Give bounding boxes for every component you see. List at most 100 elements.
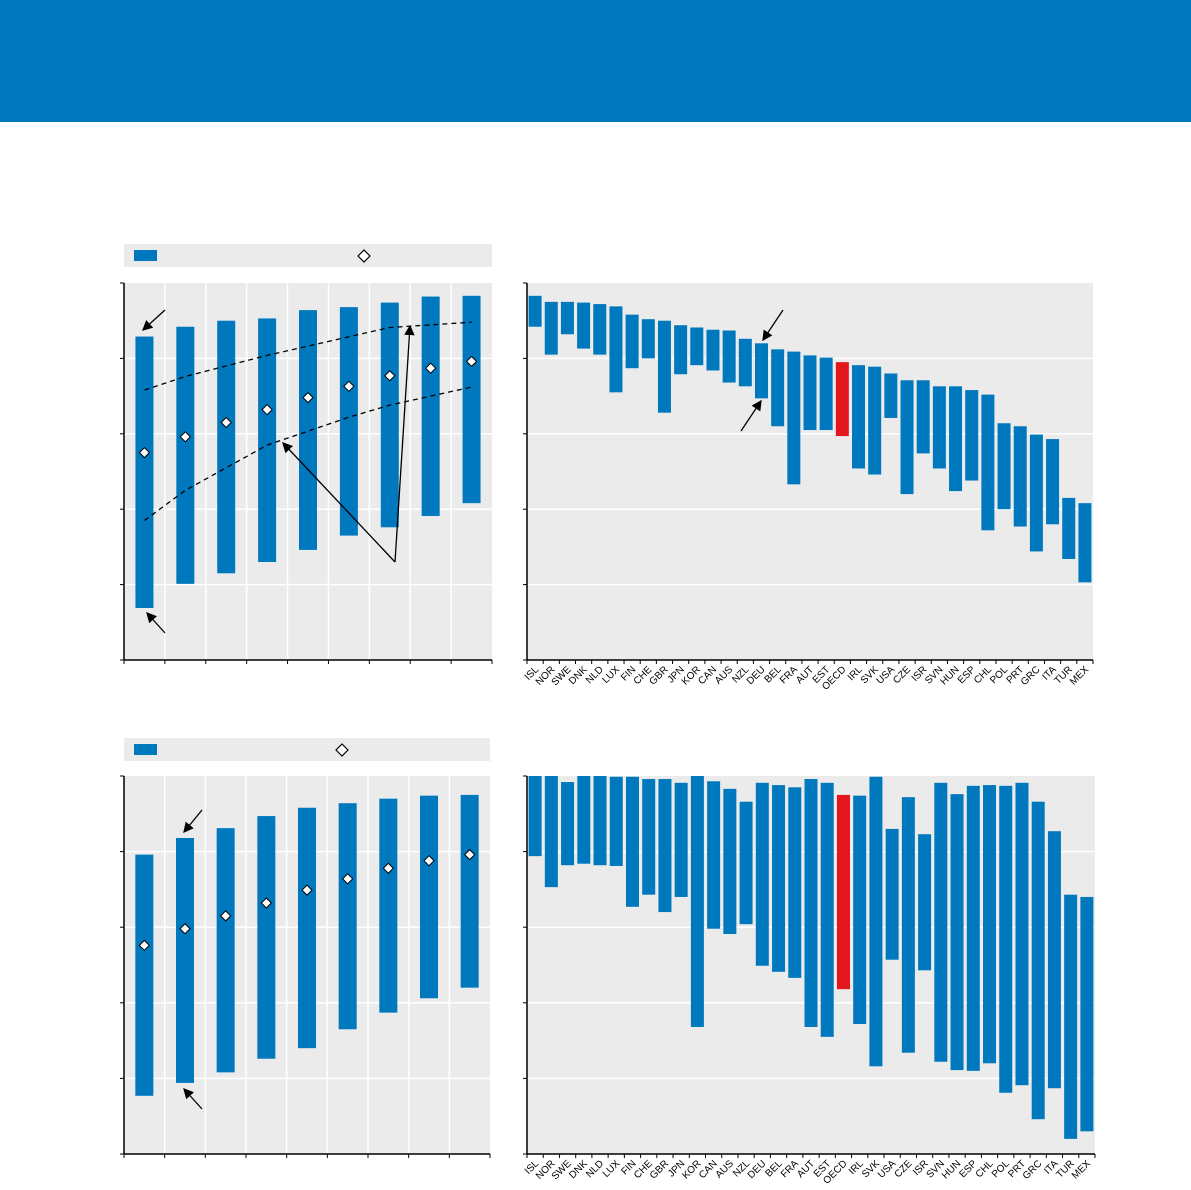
bar-nzl <box>738 338 752 387</box>
bar-tur <box>1064 894 1078 1139</box>
chart-3 <box>120 738 491 1158</box>
annotation-arrow <box>183 1088 203 1110</box>
diamond-marker <box>341 873 354 885</box>
bar-fra <box>788 787 802 978</box>
bar-2 <box>176 837 194 1083</box>
bar-nor <box>544 776 558 888</box>
bar-jpn <box>674 325 688 375</box>
bar-fin <box>625 776 639 907</box>
bar-bel <box>772 785 786 972</box>
bar-svn <box>932 386 946 469</box>
bar-gbr <box>658 779 672 913</box>
bar-bel <box>771 349 785 427</box>
legend-box <box>124 244 492 267</box>
bar-5 <box>299 310 317 550</box>
bar-ita <box>1047 831 1061 1089</box>
x-tick-label: MEX <box>1068 664 1091 687</box>
annotation-arrow <box>740 399 762 432</box>
bar-lux <box>609 776 623 866</box>
bar-3 <box>217 320 236 574</box>
diamond-marker <box>179 431 192 443</box>
bar-nzl <box>739 801 753 925</box>
diamond-marker <box>423 854 435 867</box>
bar-oecd <box>835 362 849 437</box>
bar-kor <box>690 327 704 366</box>
bar-swe <box>561 782 575 866</box>
legend-bar-swatch-icon <box>134 250 157 261</box>
bar-6 <box>339 307 358 536</box>
chart-4: ISLNORSWEDNKNLDLUXFINCHEGBRJPNKORCANAUSN… <box>523 775 1096 1187</box>
bar-svk <box>869 776 883 1067</box>
bar-1 <box>135 854 154 1096</box>
legend <box>124 244 492 267</box>
legend-box <box>124 738 490 761</box>
bar-fra <box>787 351 801 485</box>
diamond-marker <box>219 910 232 922</box>
annotation-arrow <box>282 442 396 563</box>
bar-prt <box>1015 782 1029 1086</box>
bar-isr <box>916 380 930 454</box>
bar-nld <box>593 304 607 355</box>
bar-swe <box>560 301 574 335</box>
bar-aus <box>723 788 737 935</box>
bar-2 <box>176 326 195 584</box>
bar-mex <box>1080 896 1094 1132</box>
bar-ita <box>1046 439 1060 525</box>
bar-hun <box>950 794 964 1071</box>
bar-grc <box>1029 434 1043 552</box>
bar-pol <box>997 423 1011 510</box>
bar-9 <box>460 794 479 988</box>
bar-chl <box>981 394 995 531</box>
diamond-marker <box>138 446 151 459</box>
x-tick-label: GRC <box>1021 1158 1045 1182</box>
bar-cze <box>901 797 915 1053</box>
legend-diamond-icon <box>357 249 371 263</box>
chart-2: ISLNORSWEDNKNLDLUXFINCHEGBRJPNKORCANAUSN… <box>523 282 1094 693</box>
diamond-marker <box>384 370 396 382</box>
bar-est <box>820 782 834 1037</box>
dashed-line-upper <box>144 321 472 391</box>
bar-che <box>641 319 655 359</box>
bar-5 <box>298 807 316 1049</box>
bar-isr <box>918 834 932 971</box>
diamond-marker <box>463 848 476 861</box>
diamond-marker <box>465 355 478 368</box>
diamond-marker <box>301 884 313 896</box>
bar-cze <box>900 380 914 495</box>
bar-aut <box>804 779 818 1027</box>
bar-lux <box>609 306 623 393</box>
diamond-marker <box>260 897 273 909</box>
bar-che <box>642 779 656 895</box>
bar-can <box>707 781 721 929</box>
header-banner <box>0 0 1191 122</box>
bar-svk <box>868 366 882 475</box>
bar-nor <box>544 301 558 355</box>
bar-grc <box>1031 801 1045 1120</box>
bar-1 <box>135 336 154 608</box>
bar-mex <box>1078 503 1092 583</box>
bar-gbr <box>657 320 671 413</box>
x-tick-label: GRC <box>1019 664 1043 688</box>
legend <box>124 738 490 761</box>
bar-svn <box>934 782 948 1062</box>
x-tick-label: MEX <box>1070 1158 1093 1181</box>
bar-6 <box>338 803 357 1030</box>
bar-dnk <box>577 776 591 864</box>
bar-4 <box>257 816 276 1059</box>
diamond-marker <box>179 923 191 935</box>
diamond-marker <box>382 862 395 874</box>
bar-kor <box>690 776 704 1027</box>
annotation-arrow <box>142 309 166 331</box>
bar-7 <box>380 302 399 528</box>
bar-esp <box>966 785 980 1071</box>
bar-nld <box>593 776 607 866</box>
legend-diamond-icon <box>335 743 349 757</box>
bar-oecd <box>836 794 850 990</box>
bar-4 <box>258 318 277 562</box>
bar-esp <box>965 390 979 481</box>
diamond-marker <box>343 380 355 393</box>
annotation-arrow <box>183 809 203 834</box>
bar-usa <box>884 373 898 418</box>
diamond-marker <box>424 362 437 374</box>
bar-hun <box>949 386 963 492</box>
